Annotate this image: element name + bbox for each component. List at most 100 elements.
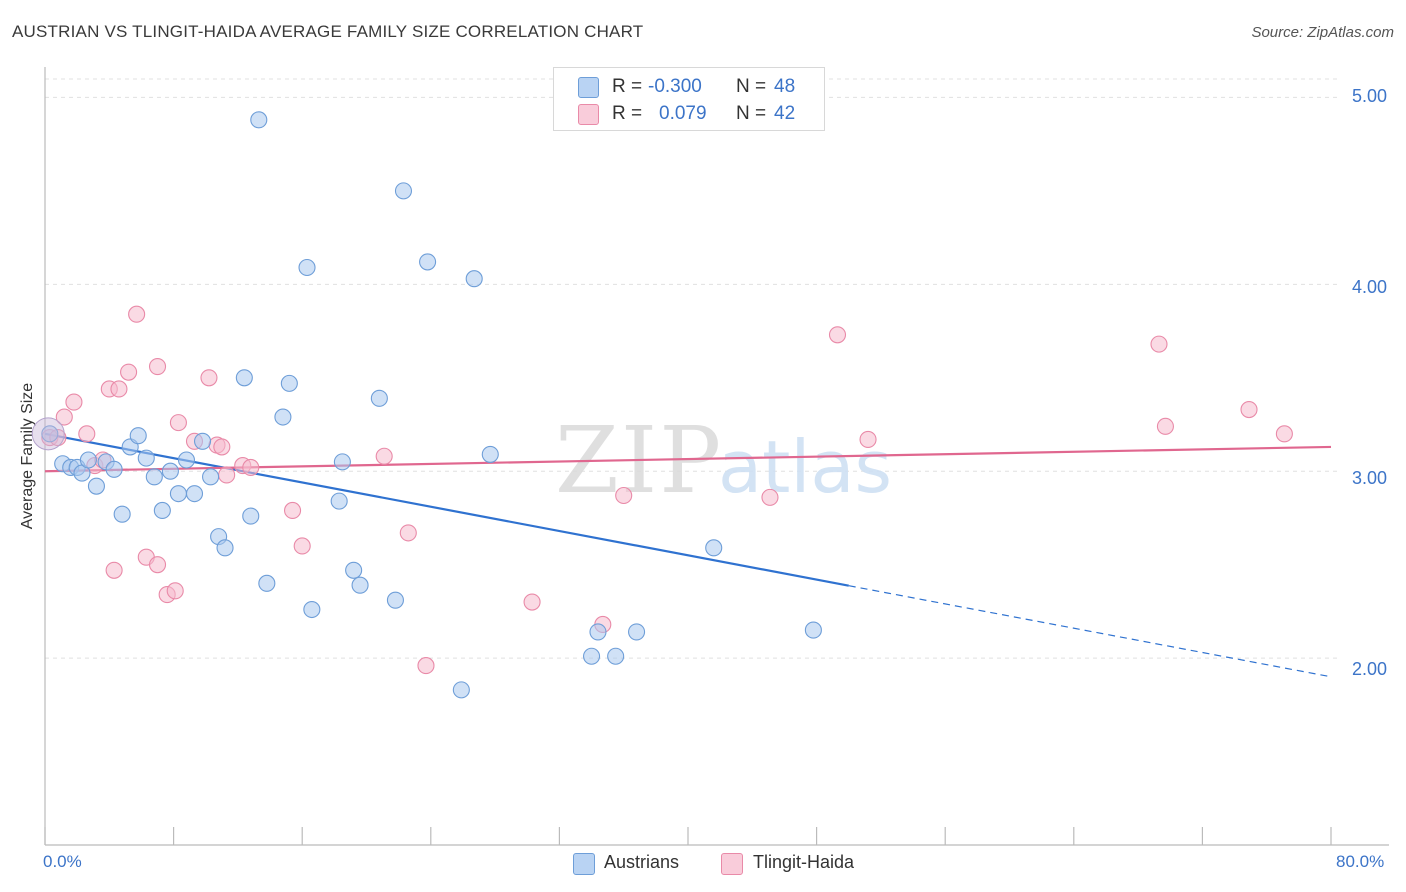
point-tlingit: [242, 458, 260, 477]
point-tlingit: [523, 593, 541, 611]
point-cluster-overlap: [31, 417, 65, 451]
point-austrians: [419, 253, 437, 271]
legend-n-value: 48: [774, 76, 796, 97]
chart-title: AUSTRIAN VS TLINGIT-HAIDA AVERAGE FAMILY…: [12, 22, 644, 41]
point-tlingit: [761, 488, 779, 506]
point-austrians: [105, 460, 123, 478]
point-tlingit: [78, 425, 96, 443]
point-tlingit: [128, 305, 146, 323]
legend-n-label: N =: [736, 103, 767, 124]
point-austrians: [185, 485, 204, 503]
point-tlingit: [828, 326, 847, 344]
point-tlingit: [284, 501, 302, 520]
point-austrians: [274, 408, 292, 426]
point-austrians: [330, 492, 348, 510]
point-austrians: [298, 258, 316, 277]
point-austrians: [452, 681, 470, 699]
point-austrians: [386, 591, 404, 609]
data-points: [31, 111, 1293, 699]
point-austrians: [161, 462, 179, 480]
point-austrians: [87, 477, 105, 495]
point-tlingit: [1275, 425, 1293, 443]
point-tlingit: [120, 363, 138, 381]
point-austrians: [129, 427, 147, 445]
point-austrians: [303, 600, 321, 619]
point-tlingit: [399, 524, 417, 542]
point-tlingit: [375, 447, 393, 465]
point-tlingit: [1150, 335, 1168, 353]
point-tlingit: [213, 438, 231, 456]
axes: [44, 67, 1389, 846]
point-austrians: [394, 182, 413, 200]
bottom-legend-label-tlingit: Tlingit-Haida: [753, 852, 855, 872]
y-tick-label: 3.00: [1352, 468, 1388, 488]
point-tlingit: [218, 466, 236, 484]
point-austrians: [705, 539, 723, 557]
point-austrians: [481, 445, 499, 463]
legend-r-value: -0.300: [648, 76, 702, 97]
point-austrians: [41, 425, 59, 443]
point-austrians: [370, 389, 388, 407]
point-tlingit: [148, 556, 167, 574]
point-austrians: [582, 647, 601, 665]
point-austrians: [242, 507, 260, 525]
source-note: Source: ZipAtlas.com: [1251, 24, 1394, 41]
point-austrians: [333, 453, 351, 471]
point-austrians: [235, 369, 253, 387]
point-austrians: [280, 374, 298, 392]
x-tick-label-min: 0.0%: [43, 852, 82, 871]
y-tick-label: 2.00: [1352, 659, 1388, 679]
point-austrians: [153, 501, 171, 520]
point-austrians: [137, 449, 155, 467]
point-austrians: [804, 621, 822, 639]
legend-r-label: R =: [612, 76, 643, 97]
point-austrians: [250, 111, 268, 129]
point-austrians: [351, 576, 369, 594]
legend-n-label: N =: [736, 76, 767, 97]
legend-r-value: 0.079: [659, 103, 707, 124]
point-tlingit: [1156, 417, 1174, 435]
point-austrians: [193, 432, 212, 450]
correlation-legend: R = -0.300 N = 48 R = 0.079 N = 42: [553, 67, 825, 131]
point-tlingit: [166, 582, 184, 600]
point-tlingit: [615, 486, 633, 505]
x-tick-label-max: 80.0%: [1336, 852, 1385, 871]
point-austrians: [258, 574, 276, 592]
point-austrians: [177, 451, 196, 469]
point-austrians: [113, 505, 131, 523]
point-austrians: [628, 623, 646, 641]
trend-line-austrians-extension: [848, 585, 1332, 678]
point-tlingit: [148, 358, 167, 376]
point-tlingit: [169, 414, 187, 432]
point-tlingit: [55, 408, 73, 426]
point-tlingit: [110, 380, 128, 398]
trend-line-tlingit: [44, 445, 1332, 473]
point-tlingit: [65, 393, 83, 411]
legend-n-value: 42: [774, 103, 796, 124]
point-austrians: [169, 485, 187, 503]
legend-swatch-austrians: [578, 77, 599, 98]
gridlines: [45, 78, 1341, 659]
point-tlingit: [859, 430, 877, 448]
point-tlingit: [293, 537, 311, 555]
point-austrians: [589, 623, 607, 641]
legend-r-label: R =: [612, 103, 643, 124]
point-tlingit: [417, 657, 435, 675]
point-tlingit: [1240, 400, 1258, 419]
bottom-legend-label-austrians: Austrians: [604, 852, 680, 872]
legend-swatch-tlingit: [578, 104, 599, 125]
point-tlingit: [200, 369, 218, 387]
point-austrians: [607, 647, 625, 665]
point-tlingit: [105, 561, 123, 579]
point-austrians: [345, 561, 363, 579]
bottom-legend-swatch-austrians: [573, 853, 595, 875]
point-austrians: [145, 468, 163, 486]
point-austrians: [216, 539, 234, 557]
point-austrians: [79, 451, 97, 469]
bottom-legend-swatch-tlingit: [721, 853, 743, 875]
point-austrians: [465, 270, 483, 288]
point-austrians: [202, 468, 220, 486]
y-tick-label: 4.00: [1352, 277, 1388, 297]
y-tick-label: 5.00: [1352, 86, 1388, 106]
